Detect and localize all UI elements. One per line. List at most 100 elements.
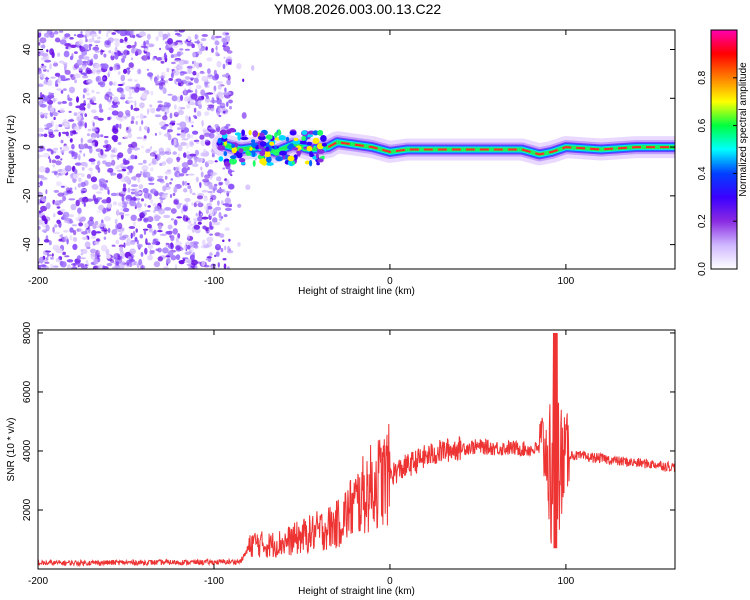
noise-blob	[99, 81, 106, 88]
noise-blob	[177, 127, 181, 130]
ridge-speckle	[265, 146, 270, 152]
noise-blob	[176, 216, 183, 219]
noise-blob	[79, 46, 86, 52]
noise-blob	[49, 63, 52, 70]
noise-blob	[157, 100, 163, 104]
ridge-speckle	[301, 130, 308, 135]
noise-blob	[55, 80, 58, 87]
noise-blob	[74, 79, 77, 84]
noise-blob	[39, 112, 44, 116]
noise-blob	[173, 219, 178, 226]
noise-blob	[202, 148, 207, 154]
noise-blob	[209, 221, 212, 228]
noise-blob	[216, 98, 222, 105]
noise-blob	[187, 224, 192, 230]
ridge-speckle	[223, 151, 228, 157]
noise-blob	[58, 256, 61, 260]
noise-blob	[84, 113, 88, 117]
noise-blob	[130, 120, 134, 124]
noise-blob	[177, 144, 183, 152]
noise-blob	[236, 62, 242, 70]
noise-blob	[146, 33, 151, 40]
ridge-speckle	[321, 142, 327, 147]
noise-blob	[186, 133, 191, 140]
noise-blob	[118, 89, 123, 92]
noise-blob	[147, 43, 155, 48]
noise-blob	[85, 34, 90, 37]
noise-blob	[126, 126, 129, 131]
ridge-speckle	[238, 148, 244, 153]
noise-blob	[153, 229, 157, 235]
noise-blob	[87, 128, 92, 132]
noise-blob	[196, 72, 200, 79]
ridge-speckle	[231, 146, 237, 154]
noise-blob	[126, 262, 130, 266]
noise-blob	[72, 229, 77, 236]
noise-blob	[215, 131, 218, 134]
ridge-speckle	[259, 132, 265, 137]
ridge-speckle	[312, 137, 320, 144]
noise-blob	[124, 85, 132, 92]
noise-blob	[86, 97, 94, 101]
noise-blob	[195, 88, 198, 96]
noise-blob	[38, 175, 45, 178]
noise-blob	[180, 129, 185, 133]
ridge-speckle	[236, 152, 243, 159]
noise-blob	[179, 121, 187, 129]
noise-blob	[115, 261, 119, 267]
noise-blob	[111, 134, 119, 141]
noise-blob	[184, 88, 187, 95]
noise-blob	[125, 113, 131, 118]
ridge-speckle	[309, 151, 314, 157]
noise-blob	[90, 235, 97, 239]
noise-blob	[53, 189, 60, 193]
noise-blob	[64, 255, 70, 258]
noise-blob	[81, 166, 85, 171]
noise-blob	[165, 255, 171, 258]
noise-blob	[225, 58, 229, 66]
noise-blob	[153, 261, 161, 268]
noise-blob	[38, 53, 46, 56]
noise-blob	[68, 198, 76, 201]
noise-blob	[154, 114, 162, 118]
noise-blob	[44, 167, 50, 174]
noise-blob	[48, 133, 55, 138]
noise-blob	[133, 221, 136, 227]
noise-blob	[174, 30, 178, 33]
noise-blob	[227, 183, 235, 190]
noise-blob	[127, 69, 130, 75]
noise-blob	[91, 109, 97, 114]
ridge-speckle	[306, 134, 314, 138]
noise-blob	[145, 40, 150, 45]
noise-blob	[110, 192, 118, 197]
noise-blob	[110, 172, 117, 176]
noise-blob	[174, 166, 178, 172]
y-axis-label: SNR (10 * v/v)	[6, 418, 17, 482]
noise-blob	[208, 265, 215, 268]
ridge-speckle	[225, 129, 232, 135]
noise-blob	[66, 259, 74, 263]
noise-blob	[151, 157, 157, 165]
noise-blob	[41, 215, 47, 222]
noise-blob	[179, 173, 185, 177]
noise-blob	[150, 146, 153, 149]
noise-blob	[119, 123, 122, 130]
noise-blob	[187, 185, 192, 190]
noise-blob	[167, 38, 174, 45]
noise-blob	[69, 37, 74, 40]
noise-blob	[136, 68, 142, 75]
noise-blob	[50, 256, 54, 260]
noise-blob	[131, 57, 133, 61]
noise-blob	[87, 102, 91, 109]
noise-blob	[193, 107, 197, 113]
ridge-speckle	[317, 158, 324, 163]
noise-blob	[130, 154, 135, 160]
noise-blob	[134, 236, 138, 242]
noise-blob	[143, 135, 147, 139]
noise-blob	[197, 216, 203, 222]
noise-blob	[193, 202, 197, 208]
noise-blob	[109, 94, 115, 97]
ridge-speckle	[217, 145, 226, 151]
noise-blob	[127, 171, 131, 175]
noise-blob	[60, 90, 64, 94]
